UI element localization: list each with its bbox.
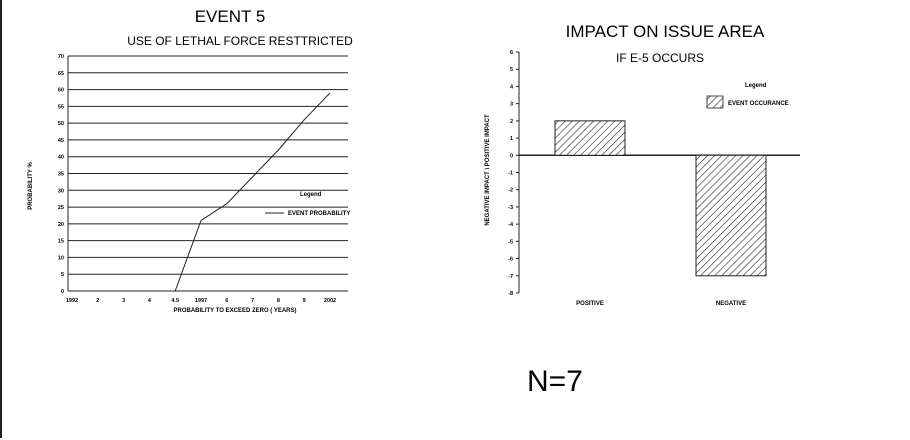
right-category-label: POSITIVE <box>576 301 604 307</box>
left-y-tick-label: 60 <box>58 88 64 94</box>
sample-size-note: N=7 <box>527 365 583 398</box>
left-legend-label: EVENT PROBABILITY <box>288 211 350 217</box>
left-x-tick-label: 1997 <box>195 298 207 304</box>
right-y-tick-label: -2 <box>508 188 513 194</box>
right-chart: IMPACT ON ISSUE AREA IF E-5 OCCURS NEGAT… <box>485 22 800 307</box>
left-y-tick-label: 45 <box>58 138 64 144</box>
right-y-tick-label: -3 <box>508 205 513 211</box>
right-y-tick-label: -8 <box>508 291 513 297</box>
right-category-label: NEGATIVE <box>716 301 746 307</box>
right-legend-swatch <box>706 95 724 109</box>
left-chart-subtitle: USE OF LETHAL FORCE RESTTRICTED <box>127 34 353 48</box>
left-y-tick-label: 70 <box>58 54 64 60</box>
left-chart-x-tick-labels: 1992 2 3 4 4.5 1997 6 7 8 9 2002 <box>66 298 336 304</box>
left-x-tick-label: 4 <box>148 298 152 304</box>
left-series-line <box>174 92 331 292</box>
left-chart-ylabel: PROBABILITY % <box>28 162 34 210</box>
bar-negative <box>695 154 767 277</box>
left-y-tick-label: 15 <box>58 239 64 245</box>
right-y-tick-label: -4 <box>508 222 514 228</box>
left-legend-title: Legend <box>300 192 322 198</box>
left-y-tick-label: 30 <box>58 188 64 194</box>
left-chart-title: EVENT 5 <box>195 7 266 26</box>
right-y-tick-label: -1 <box>508 171 513 177</box>
left-x-tick-label: 1992 <box>66 298 78 304</box>
right-chart-subtitle: IF E-5 OCCURS <box>616 51 704 65</box>
left-chart-gridlines <box>67 55 348 292</box>
right-legend-title: Legend <box>745 83 767 89</box>
left-y-tick-label: 25 <box>58 205 64 211</box>
left-y-tick-label: 50 <box>58 121 64 127</box>
right-y-tick-label: -6 <box>508 257 513 263</box>
right-y-tick-label: -5 <box>508 239 513 245</box>
right-chart-bars <box>554 120 767 277</box>
right-y-tick-label: 3 <box>510 102 513 108</box>
left-y-tick-label: 55 <box>58 104 64 110</box>
right-y-tick-label: 0 <box>510 153 513 159</box>
left-x-tick-label: 6 <box>225 298 228 304</box>
right-chart-title: IMPACT ON ISSUE AREA <box>566 22 765 41</box>
left-chart-y-tick-labels: 0 5 10 15 20 25 30 35 40 45 50 55 60 65 70 <box>58 54 64 295</box>
left-x-tick-label: 8 <box>277 298 280 304</box>
left-x-tick-label: 3 <box>122 298 125 304</box>
right-y-tick-label: -7 <box>508 274 513 280</box>
right-y-tick-label: 5 <box>510 67 513 73</box>
right-y-tick-label: 6 <box>510 50 513 56</box>
left-chart-series <box>174 92 331 292</box>
right-y-tick-label: 2 <box>510 119 513 125</box>
left-y-tick-label: 0 <box>61 289 64 295</box>
left-chart-xlabel: PROBABILITY TO EXCEED ZERO ( YEARS) <box>173 308 296 314</box>
left-y-tick-label: 10 <box>58 255 64 261</box>
left-y-tick-label: 20 <box>58 222 64 228</box>
left-y-tick-label: 40 <box>58 155 64 161</box>
left-x-tick-label: 2 <box>96 298 99 304</box>
right-y-tick-label: 4 <box>510 84 514 90</box>
left-y-tick-label: 5 <box>61 272 64 278</box>
right-chart-ylabel: NEGATIVE IMPACT \ POSITIVE IMPACT <box>485 114 491 226</box>
left-x-tick-label: 9 <box>303 298 306 304</box>
right-chart-y-tick-labels: 6 5 4 3 2 1 0 -1 -2 -3 -4 -5 -6 -7 -8 <box>508 50 514 297</box>
left-x-tick-label: 4.5 <box>171 298 179 304</box>
left-x-tick-label: 7 <box>251 298 254 304</box>
bar-positive <box>554 120 626 156</box>
left-chart: EVENT 5 USE OF LETHAL FORCE RESTTRICTED … <box>28 7 353 314</box>
left-y-tick-label: 35 <box>58 172 64 178</box>
left-x-tick-label: 2002 <box>324 298 336 304</box>
left-y-tick-label: 65 <box>58 71 64 77</box>
right-y-tick-label: 1 <box>510 136 513 142</box>
right-legend-label: EVENT OCCURANCE <box>728 101 789 107</box>
right-chart-category-labels: POSITIVE NEGATIVE <box>576 301 746 307</box>
